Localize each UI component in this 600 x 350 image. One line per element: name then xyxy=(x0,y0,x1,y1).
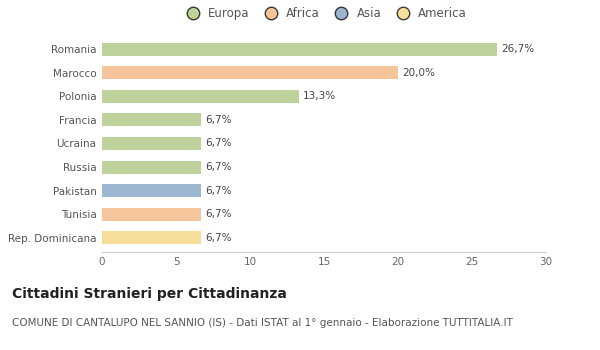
Text: 6,7%: 6,7% xyxy=(206,162,232,172)
Text: Cittadini Stranieri per Cittadinanza: Cittadini Stranieri per Cittadinanza xyxy=(12,287,287,301)
Text: 13,3%: 13,3% xyxy=(303,91,337,102)
Bar xyxy=(102,66,398,79)
Legend: Europa, Africa, Asia, America: Europa, Africa, Asia, America xyxy=(176,2,472,25)
Bar xyxy=(102,208,201,221)
Bar xyxy=(102,113,201,126)
Text: 26,7%: 26,7% xyxy=(502,44,535,54)
Bar xyxy=(102,231,201,244)
Text: 6,7%: 6,7% xyxy=(206,209,232,219)
Text: 6,7%: 6,7% xyxy=(206,115,232,125)
Text: 20,0%: 20,0% xyxy=(403,68,436,78)
Bar xyxy=(102,137,201,150)
Bar xyxy=(102,161,201,174)
Bar xyxy=(102,90,299,103)
Text: 6,7%: 6,7% xyxy=(206,139,232,148)
Text: COMUNE DI CANTALUPO NEL SANNIO (IS) - Dati ISTAT al 1° gennaio - Elaborazione TU: COMUNE DI CANTALUPO NEL SANNIO (IS) - Da… xyxy=(12,318,513,329)
Text: 6,7%: 6,7% xyxy=(206,233,232,243)
Text: 6,7%: 6,7% xyxy=(206,186,232,196)
Bar xyxy=(102,184,201,197)
Bar xyxy=(102,43,497,56)
